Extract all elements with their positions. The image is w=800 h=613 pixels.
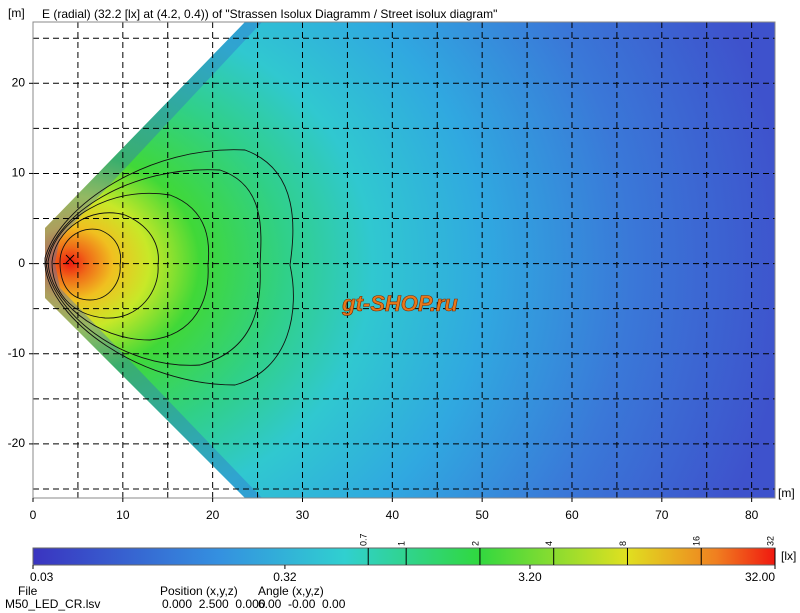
illuminance-field bbox=[45, 22, 775, 498]
contour bbox=[44, 149, 294, 386]
y-tick-label: 10 bbox=[12, 166, 26, 180]
footer-label: Angle (x,y,z) bbox=[258, 584, 324, 598]
x-tick-label: 30 bbox=[296, 508, 310, 522]
colorbar-tick-label: 32.00 bbox=[745, 570, 775, 584]
contour-level-label: 0.7 bbox=[359, 533, 369, 546]
x-unit: [m] bbox=[778, 486, 795, 500]
colorbar-tick-label: 3.20 bbox=[518, 570, 542, 584]
contour bbox=[59, 228, 121, 301]
max-marker bbox=[65, 254, 75, 264]
contour-level-label: 32 bbox=[765, 536, 775, 546]
footer-label: File bbox=[18, 584, 38, 598]
x-tick-label: 10 bbox=[116, 508, 130, 522]
contour-level-label: 16 bbox=[692, 536, 702, 546]
x-tick-label: 70 bbox=[655, 508, 669, 522]
y-unit: [m] bbox=[8, 6, 25, 20]
watermark: gt-SHOP.ru bbox=[341, 291, 458, 316]
contour-level-label: 8 bbox=[618, 541, 628, 546]
plot-frame bbox=[32, 21, 776, 499]
contour bbox=[51, 212, 159, 319]
contour-level-label: 2 bbox=[470, 541, 480, 546]
y-tick-label: -20 bbox=[8, 436, 26, 450]
x-tick-label: 0 bbox=[30, 508, 37, 522]
x-tick-label: 20 bbox=[206, 508, 220, 522]
angle-value: 6.00 -0.00 0.00 bbox=[258, 597, 346, 611]
x-tick-label: 80 bbox=[745, 508, 759, 522]
footer-label: Position (x,y,z) bbox=[160, 584, 238, 598]
contour-level-label: 1 bbox=[397, 541, 407, 546]
contour bbox=[47, 192, 210, 341]
x-tick-label: 40 bbox=[386, 508, 400, 522]
heatmap bbox=[44, 22, 775, 498]
chart-title: E (radial) (32.2 [lx] at (4.2, 0.4)) of … bbox=[42, 7, 497, 21]
x-tick-label: 50 bbox=[475, 508, 489, 522]
colorbar-tick-label: 0.03 bbox=[30, 570, 54, 584]
contour-level-label: 4 bbox=[544, 541, 554, 546]
x-tick-label: 60 bbox=[565, 508, 579, 522]
grid bbox=[33, 22, 775, 498]
y-tick-label: 20 bbox=[12, 75, 26, 89]
contour bbox=[45, 169, 262, 366]
colorbar-unit: [lx] bbox=[781, 549, 796, 563]
field-edge bbox=[45, 22, 262, 498]
colorbar bbox=[32, 547, 776, 566]
y-tick-label: 0 bbox=[18, 256, 25, 270]
file-name: M50_LED_CR.lsv bbox=[5, 597, 100, 611]
colorbar-tick-label: 0.32 bbox=[273, 570, 297, 584]
y-tick-label: -10 bbox=[8, 346, 26, 360]
position-value: 0.000 2.500 0.000 bbox=[162, 597, 266, 611]
